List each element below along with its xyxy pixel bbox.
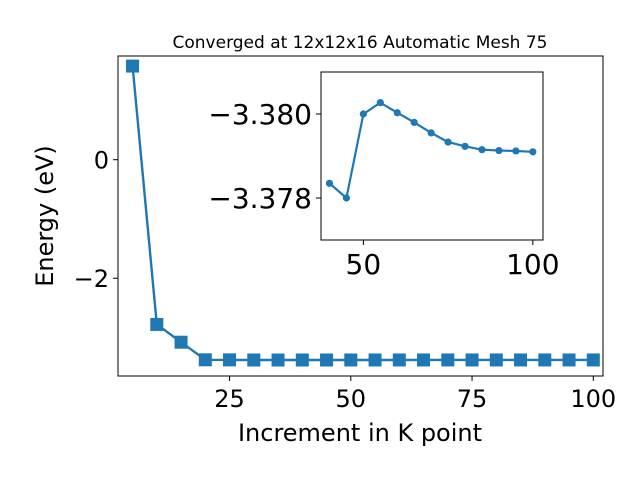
inset-data-point <box>529 148 537 156</box>
inset-y-tick-label: −3.378 <box>208 182 312 215</box>
main-data-point <box>586 353 600 367</box>
main-data-point <box>514 353 528 367</box>
inset-series <box>325 99 537 202</box>
main-data-point <box>271 353 285 367</box>
main-y-tick-label: −2 <box>74 265 109 293</box>
main-data-point <box>320 353 334 367</box>
main-data-point <box>441 353 455 367</box>
inset-data-point <box>359 110 367 118</box>
y-axis-label: Energy (eV) <box>31 145 59 287</box>
main-x-tick-label: 100 <box>570 385 616 413</box>
main-data-point <box>538 353 552 367</box>
main-data-point <box>247 353 261 367</box>
main-y-ticks: 0 −2 <box>74 146 118 293</box>
main-data-point <box>198 353 212 367</box>
main-data-point <box>344 353 358 367</box>
main-x-tick-label: 50 <box>336 385 367 413</box>
main-data-point <box>295 353 309 367</box>
main-data-point <box>368 353 382 367</box>
main-series <box>126 59 600 367</box>
inset-data-point <box>512 147 520 155</box>
inset-y-tick-label: −3.380 <box>208 98 312 131</box>
main-x-tick-label: 25 <box>214 385 245 413</box>
main-data-point <box>150 317 164 331</box>
inset-data-point <box>478 146 486 154</box>
inset-data-point <box>393 109 401 117</box>
inset-data-point <box>461 142 469 150</box>
main-series-line <box>131 65 594 362</box>
main-data-point <box>223 353 237 367</box>
main-data-point <box>392 353 406 367</box>
inset-data-point <box>325 179 334 187</box>
inset-y-ticks: −3.380 −3.378 <box>208 98 321 215</box>
chart-title: Converged at 12x12x16 Automatic Mesh 75 <box>173 33 548 53</box>
inset-data-point <box>427 129 435 137</box>
inset-x-ticks: 50 100 <box>346 240 560 281</box>
main-x-ticks: 25 50 75 100 <box>214 376 616 413</box>
inset-data-point <box>376 99 384 107</box>
main-data-point <box>465 353 479 367</box>
inset-data-point <box>410 118 418 126</box>
main-plot-frame <box>117 55 604 377</box>
inset-data-point <box>495 146 503 155</box>
inset-plot-frame <box>320 71 544 241</box>
inset-data-point <box>444 138 452 146</box>
main-data-point <box>562 353 576 367</box>
inset-chart: 50 100 −3.380 −3.378 <box>208 71 560 281</box>
main-data-point <box>174 335 188 349</box>
main-data-point <box>417 353 431 367</box>
main-chart: Converged at 12x12x16 Automatic Mesh 75 … <box>31 33 616 447</box>
inset-x-tick-label: 100 <box>506 248 559 281</box>
main-data-point <box>489 353 503 367</box>
main-x-tick-label: 75 <box>457 385 488 413</box>
x-axis-label: Increment in K point <box>238 419 482 447</box>
inset-data-point <box>342 194 351 202</box>
inset-x-tick-label: 50 <box>346 248 382 281</box>
main-data-point <box>126 59 140 73</box>
main-y-tick-label: 0 <box>94 146 109 174</box>
